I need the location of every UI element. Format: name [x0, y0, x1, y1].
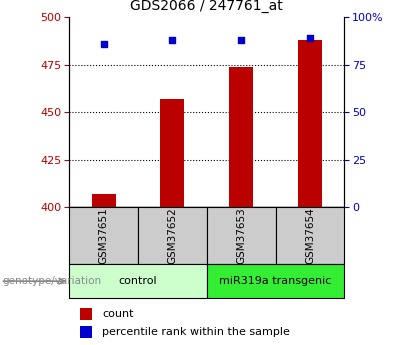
Text: GSM37652: GSM37652 [168, 207, 178, 264]
Text: GSM37653: GSM37653 [236, 207, 246, 264]
Bar [298, 40, 322, 207]
Point [100, 41, 107, 47]
Bar [276, 207, 344, 264]
Text: control: control [119, 276, 158, 286]
Bar [138, 207, 207, 264]
Title: GDS2066 / 247761_at: GDS2066 / 247761_at [131, 0, 283, 13]
Text: genotype/variation: genotype/variation [2, 276, 101, 286]
Bar [80, 308, 92, 319]
Point [238, 37, 244, 43]
Bar [69, 264, 207, 298]
Text: miR319a transgenic: miR319a transgenic [219, 276, 332, 286]
Bar [92, 194, 116, 207]
Text: GSM37651: GSM37651 [99, 207, 109, 264]
Bar [229, 67, 253, 207]
Bar [80, 326, 92, 338]
Point [307, 36, 313, 41]
Text: count: count [102, 309, 134, 319]
Bar [207, 207, 276, 264]
Bar [207, 264, 344, 298]
Bar [69, 207, 138, 264]
Text: GSM37654: GSM37654 [305, 207, 315, 264]
Bar [160, 99, 184, 207]
Point [169, 37, 176, 43]
Text: percentile rank within the sample: percentile rank within the sample [102, 327, 290, 337]
